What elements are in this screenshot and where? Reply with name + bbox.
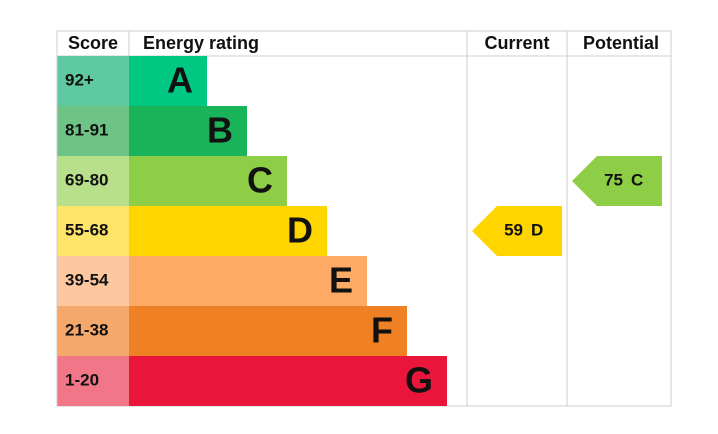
header-rating: Energy rating — [143, 33, 259, 53]
rating-letter: F — [371, 310, 393, 351]
rating-letter: B — [207, 110, 233, 151]
score-label: 69-80 — [65, 170, 108, 189]
score-label: 92+ — [65, 70, 94, 89]
score-cell — [57, 206, 129, 256]
current-band: D — [531, 220, 543, 239]
potential-band: C — [631, 170, 643, 189]
rating-letter: D — [287, 210, 313, 251]
rating-bar — [129, 256, 367, 306]
header-current: Current — [484, 33, 549, 53]
current-arrow — [472, 206, 562, 256]
header-potential: Potential — [583, 33, 659, 53]
rating-bar — [129, 356, 447, 406]
rating-bar — [129, 306, 407, 356]
rating-bar — [129, 106, 247, 156]
rating-letter: E — [329, 260, 353, 301]
score-cell — [57, 256, 129, 306]
score-cell — [57, 156, 129, 206]
rating-bar — [129, 156, 287, 206]
score-label: 1-20 — [65, 370, 99, 389]
score-cell — [57, 306, 129, 356]
score-label: 39-54 — [65, 270, 109, 289]
rating-letter: G — [405, 360, 433, 401]
score-label: 55-68 — [65, 220, 108, 239]
score-cell — [57, 356, 129, 406]
score-cell — [57, 56, 129, 106]
score-label: 81-91 — [65, 120, 108, 139]
rating-letter: C — [247, 160, 273, 201]
rating-bar — [129, 56, 207, 106]
score-label: 21-38 — [65, 320, 108, 339]
score-cell — [57, 106, 129, 156]
rating-letter: A — [167, 60, 193, 101]
current-score: 59 — [504, 220, 523, 239]
header-score: Score — [68, 33, 118, 53]
potential-score: 75 — [604, 170, 623, 189]
potential-arrow — [572, 156, 662, 206]
rating-bar — [129, 206, 327, 256]
